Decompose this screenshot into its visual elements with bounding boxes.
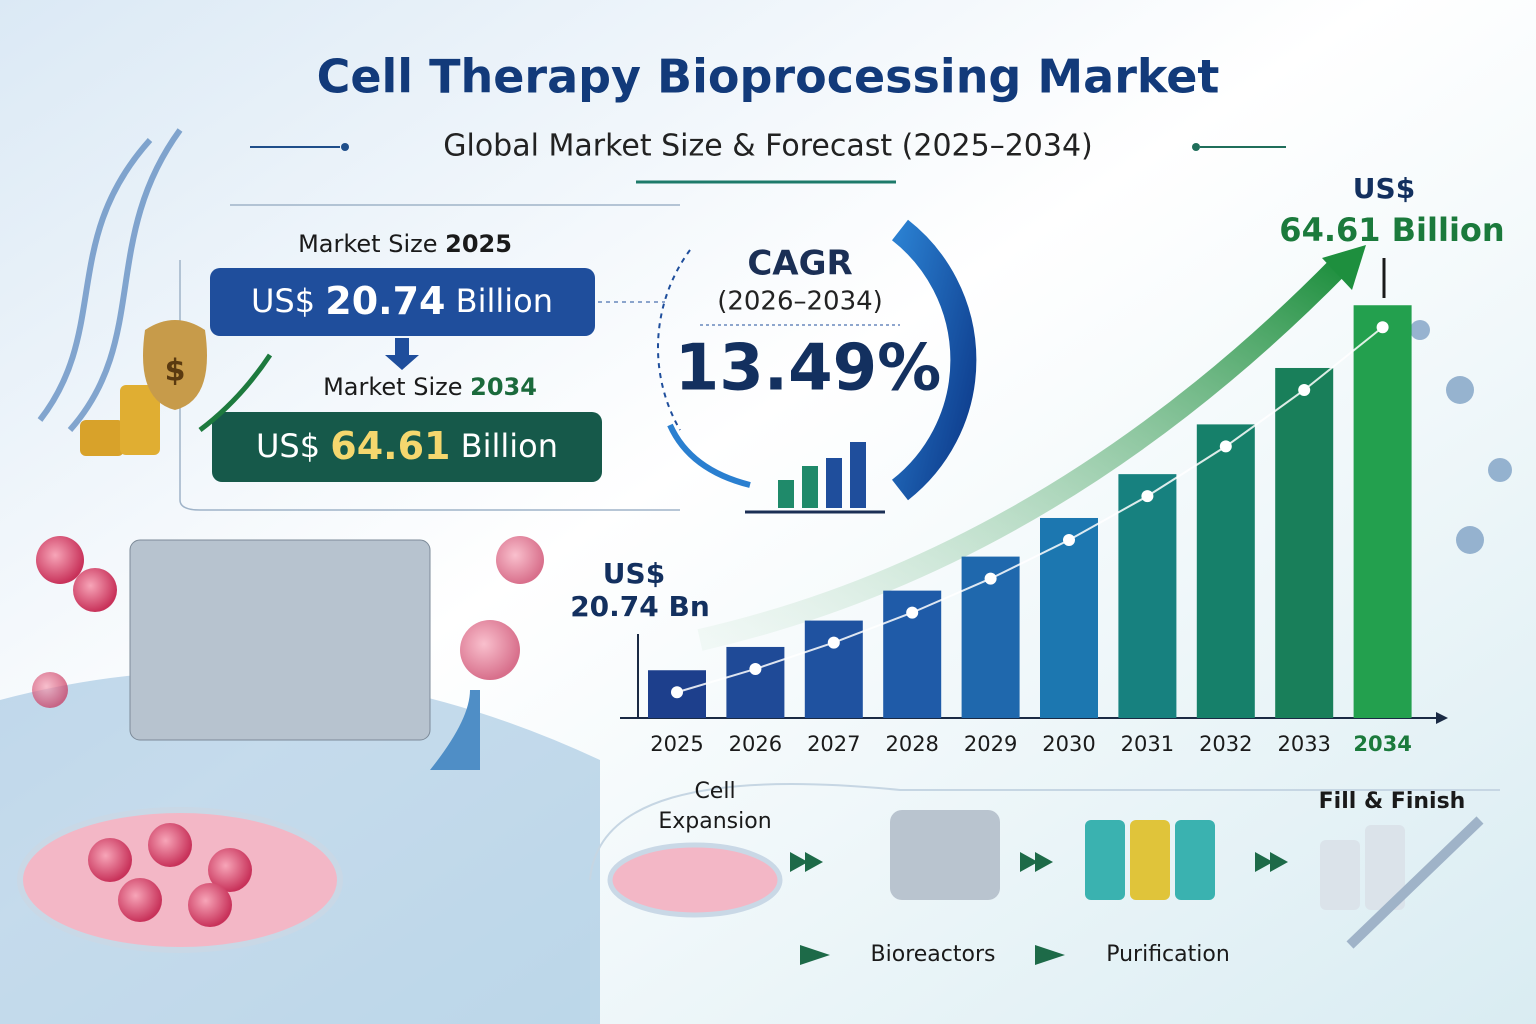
- molecules: [1410, 320, 1512, 554]
- value-label-prefix: US$: [603, 557, 665, 590]
- bar: [1040, 517, 1098, 718]
- trend-point: [1376, 321, 1389, 334]
- bar: [1275, 367, 1334, 718]
- process-icon: [607, 842, 783, 918]
- trend-point: [1141, 490, 1154, 503]
- trend-point: [1298, 383, 1311, 396]
- process-arrows: [790, 852, 1288, 965]
- process-frame: [589, 783, 1500, 881]
- trend-point: [906, 606, 919, 619]
- market-size-value: US$ 20.74 Billion: [251, 279, 553, 323]
- process-step: Fill & Finish: [1319, 789, 1466, 814]
- down-arrow: [385, 338, 419, 370]
- bioreactor-machine: [129, 539, 431, 741]
- x-tick-label: 2030: [1042, 732, 1095, 756]
- trend-point: [749, 662, 762, 675]
- svg-text:$: $: [165, 354, 186, 389]
- bar: [1118, 474, 1177, 718]
- process-step-line: Cell: [694, 779, 735, 804]
- year: 2025: [445, 230, 512, 258]
- x-tick-label: 2034: [1353, 732, 1411, 756]
- process-icon: [1085, 820, 1215, 900]
- x-tick-label: 2033: [1277, 732, 1330, 756]
- growth-arrow: [198, 353, 273, 432]
- process-step: Purification: [1106, 942, 1230, 967]
- year: 2034: [470, 373, 537, 401]
- x-tick-label: 2029: [964, 732, 1017, 756]
- trend-point: [1219, 440, 1232, 453]
- amount: 20.74: [325, 279, 445, 323]
- x-tick-label: 2027: [807, 732, 860, 756]
- process-icon: [890, 810, 1000, 900]
- market-size-card: [210, 268, 595, 336]
- market-size-label: Market Size 2034: [323, 373, 537, 401]
- trend-arrow: [697, 257, 1348, 651]
- trend-arrowhead: [1322, 245, 1366, 290]
- glove: [430, 690, 480, 770]
- subtitle: Global Market Size & Forecast (2025–2034…: [443, 129, 1093, 164]
- process-step: Cell Expansion: [658, 779, 771, 834]
- x-tick-label: 2032: [1199, 732, 1252, 756]
- x-tick-label: 2028: [885, 732, 938, 756]
- value-label: 20.74 Bn: [570, 590, 710, 623]
- cagr-arrow: [667, 423, 751, 488]
- unit: Billion: [456, 282, 553, 320]
- bar: [726, 646, 785, 718]
- process-step: Bioreactors: [871, 942, 996, 967]
- card-frame: [179, 204, 680, 511]
- x-tick-label: 2026: [729, 732, 782, 756]
- subtitle-dot: [1192, 143, 1200, 151]
- currency: US$: [256, 427, 320, 465]
- x-axis-arrowhead: [1436, 712, 1448, 724]
- bar: [1196, 424, 1255, 718]
- subtitle-dot: [341, 143, 349, 151]
- cagr-ring: [891, 219, 977, 501]
- cells: [32, 536, 544, 927]
- value-label-prefix: US$: [1353, 172, 1415, 205]
- x-tick-label: 2031: [1121, 732, 1174, 756]
- amount: 64.61: [330, 424, 450, 468]
- cagr-icon: [745, 442, 885, 514]
- trend-point: [1063, 533, 1075, 546]
- bar-chart: 2025 2026 2027 2028 2029 2030 2031 2032 2033 2034…: [570, 172, 1504, 756]
- bar: [1353, 305, 1412, 718]
- dna-helix: [37, 128, 183, 432]
- process-icon: [1320, 816, 1484, 949]
- cagr-ring-dashed: [656, 249, 691, 431]
- process-step-line: Expansion: [658, 809, 771, 834]
- label: Market Size: [323, 373, 462, 401]
- market-size-card: [212, 412, 602, 482]
- currency: US$: [251, 282, 315, 320]
- label: Market Size: [298, 230, 437, 258]
- cagr-value: 13.49%: [675, 332, 942, 406]
- trend-point: [827, 636, 840, 649]
- trend-point: [984, 572, 997, 585]
- trend-point: [671, 686, 683, 699]
- coins: $: [80, 320, 207, 456]
- value-label: 64.61 Billion: [1279, 211, 1504, 249]
- title: Cell Therapy Bioprocessing Market: [317, 50, 1220, 104]
- market-size-label: Market Size 2025: [298, 230, 512, 258]
- trend-line: [676, 326, 1384, 694]
- cagr-period: (2026–2034): [717, 287, 883, 317]
- x-tick-label: 2025: [650, 732, 703, 756]
- unit: Billion: [461, 427, 558, 465]
- market-size-value: US$ 64.61 Billion: [256, 424, 558, 468]
- cagr-label: CAGR: [747, 244, 852, 284]
